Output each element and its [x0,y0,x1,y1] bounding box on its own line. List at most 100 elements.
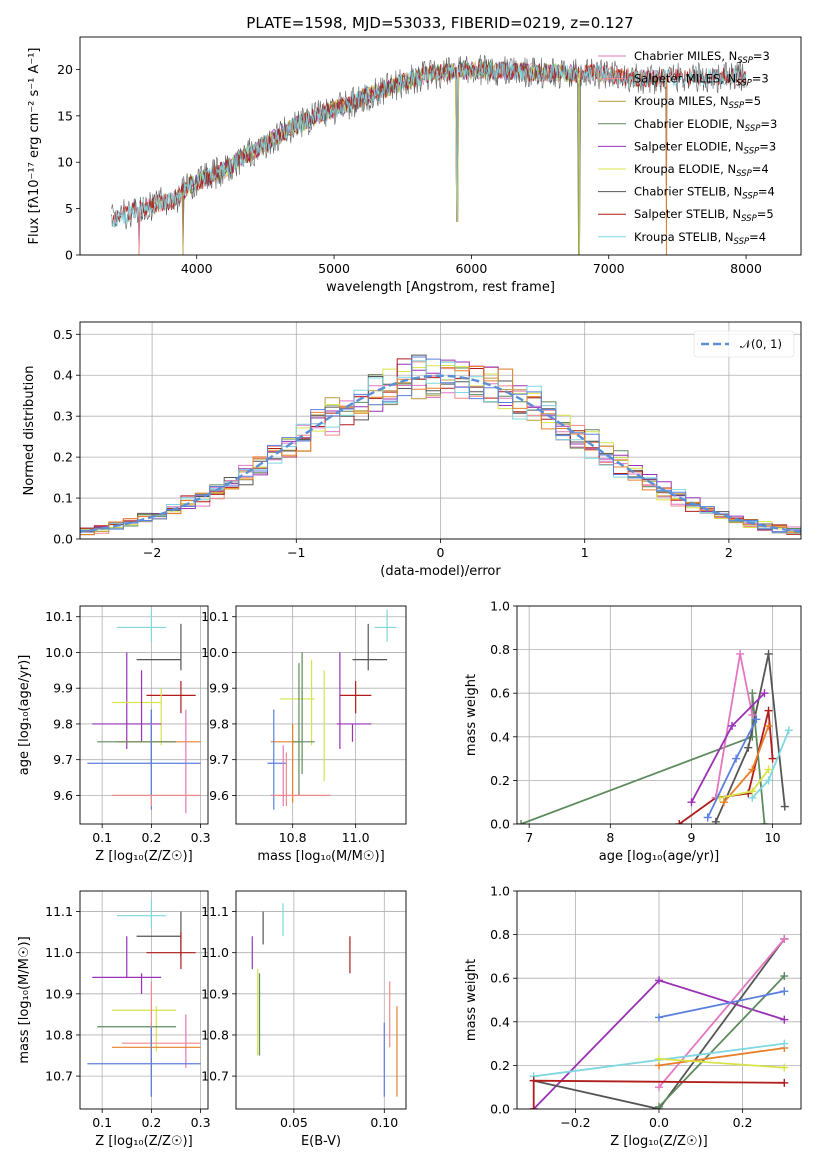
y-tick-label: 9.6 [209,788,229,803]
weight-line-blue [706,718,758,818]
weight-line-chabrier_stelib [714,653,786,823]
age-weight-chart: 7 8 9 10 0.0 0.2 0.4 0.6 0.8 1.0 age [log₁₀(age/yr… [464,599,802,864]
y-tick-label: 20 [57,62,73,77]
axes-frame [235,605,407,825]
y-tick-label: 11.1 [201,904,229,919]
y-tick-label: 0.0 [53,532,73,547]
y-tick-label: 0.4 [490,729,510,744]
y-tick-label: 0.1 [53,491,73,506]
y-tick-label: 0.2 [53,450,73,465]
y-tick-label: 15 [57,108,73,123]
y-tick-label: 1.0 [490,884,510,899]
y-tick-label: 0.3 [53,409,73,424]
x-axis-label: mass [log₁₀(M/M☉)] [257,849,384,864]
y-axis-label: mass [log₁₀(M/M☉)] [17,936,32,1063]
x-tick-label: 4000 [181,261,213,276]
legend-label: Kroupa STELIB, NSSP=4 [634,230,766,247]
y-tick-label: 10.8 [201,1027,229,1042]
ebv-mass-chart: 0.05 0.10 10.7 10.8 10.9 11.0 11.1 E(B-V) [201,890,407,1149]
spectrum-series-kroupa_stelib [111,59,747,228]
y-axis-label: age [log₁₀(age/yr)] [17,655,32,776]
histograms [80,354,801,538]
legend-label: Chabrier STELIB, NSSP=4 [634,185,775,202]
errorbars [87,609,201,814]
x-tick-label: 0.10 [370,1115,398,1130]
y-tick-label: 10.9 [45,986,73,1001]
x-tick-label: 6000 [455,261,487,276]
x-tick-label: 2 [725,545,733,560]
y-tick-label: 0.0 [490,817,510,832]
x-tick-label: 0.1 [92,1115,112,1130]
mass-age-chart: 10.8 11.0 9.6 9.7 9.8 9.9 10.0 10.1 mass [log₁₀(… [201,605,407,864]
axes-frame [235,890,407,1110]
y-tick-label: 9.9 [209,681,229,696]
weight-line-chabrier_elodie [520,693,766,824]
y-tick-label: 10.8 [45,1027,73,1042]
axes-frame [79,605,209,825]
residual-chart: −2 −1 0 1 2 0.0 0.1 0.2 0.3 0.4 0.5 (data-model)/er… [22,321,802,579]
y-axis-label: mass weight [464,959,479,1041]
errorbars [87,899,201,1097]
y-tick-label: 0.8 [490,642,510,657]
x-tick-label: −2 [143,545,161,560]
y-tick-label: 0.4 [490,1014,510,1029]
legend-label: 𝒩(0, 1) [740,337,782,351]
z-mass-chart: 0.1 0.2 0.3 10.7 10.8 10.9 11.0 11.1 Z [log₁₀(Z/… [17,890,211,1149]
y-axis-label: Normed distribution [22,366,37,496]
y-tick-label: 10.7 [45,1069,73,1084]
x-tick-label: −0.2 [560,1115,590,1130]
spectrum-series-kroupa_elodie [182,60,582,222]
x-tick-label: 7000 [593,261,625,276]
weight-lines [517,649,793,824]
axes-frame [79,321,802,540]
legend-label: Kroupa ELODIE, NSSP=4 [634,162,769,179]
legend-label: Salpeter STELIB, NSSP=5 [634,207,774,224]
x-axis-label: Z [log₁₀(Z/Z☉)] [610,1134,707,1149]
spectra [111,54,747,255]
y-tick-label: 0.2 [490,773,510,788]
y-tick-label: 11.1 [45,904,73,919]
y-tick-label: 9.8 [209,716,229,731]
weight-line-chabrier_stelib [533,938,786,1109]
x-tick-label: 0.2 [141,1115,161,1130]
y-tick-label: 10.1 [201,609,229,624]
errorbars [251,903,398,1097]
errorbars [267,609,397,810]
x-tick-label: 10 [765,830,781,845]
chart-title: PLATE=1598, MJD=53033, FIBERID=0219, z=0… [246,14,633,32]
z-age-chart: 0.1 0.2 0.3 9.6 9.7 9.8 9.9 10.0 10.1 Z [log₁₀(Z/… [17,605,211,864]
y-tick-label: 0.6 [490,971,510,986]
y-tick-label: 10.9 [201,986,229,1001]
weight-line-blue [658,990,785,1019]
x-tick-label: 0.05 [280,1115,308,1130]
y-tick-label: 0.8 [490,927,510,942]
axes-frame [516,890,802,1110]
x-tick-label: 9 [687,830,695,845]
y-axis-label: mass weight [464,674,479,756]
x-tick-label: 5000 [318,261,350,276]
axes-frame [79,36,802,256]
x-tick-label: −1 [287,545,305,560]
weight-line-orange [658,1047,785,1067]
x-axis-label: Z [log₁₀(Z/Z☉)] [95,1134,192,1149]
y-tick-label: 9.7 [53,752,73,767]
y-tick-label: 0.2 [490,1058,510,1073]
y-tick-label: 9.8 [53,716,73,731]
x-tick-label: 7 [525,830,533,845]
y-tick-label: 10.1 [45,609,73,624]
y-tick-label: 0 [65,248,73,263]
y-tick-label: 0.6 [490,686,510,701]
y-tick-label: 9.6 [53,788,73,803]
y-tick-label: 0.4 [53,368,73,383]
legend-label: Chabrier ELODIE, NSSP=3 [634,117,777,134]
y-tick-label: 5 [65,201,73,216]
x-tick-label: 0.2 [733,1115,753,1130]
legend-label: Salpeter MILES, NSSP=3 [634,72,769,89]
weight-lines [529,934,789,1109]
y-tick-label: 10.0 [201,645,229,660]
legend-box [693,330,795,358]
y-tick-label: 10.0 [45,645,73,660]
y-tick-label: 1.0 [490,599,510,614]
axes-frame [79,890,209,1110]
legend: Chabrier MILES, NSSP=3 Salpeter MILES, NS… [598,49,777,247]
